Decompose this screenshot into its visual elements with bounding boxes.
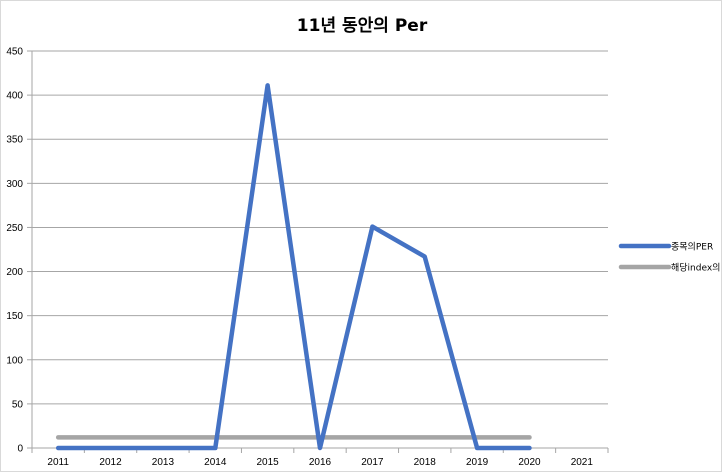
x-tick-label-2012: 2012 (99, 457, 122, 468)
chart-title: 11년 동안의 Per (297, 16, 428, 36)
x-tick-label-2013: 2013 (152, 457, 175, 468)
series-lines (55, 83, 532, 451)
y-tick-label-450: 450 (6, 47, 23, 58)
x-tick-label-2015: 2015 (257, 457, 280, 468)
y-tick-label-300: 300 (6, 179, 23, 190)
gridlines (32, 50, 608, 405)
x-tick-label-2020: 2020 (518, 457, 541, 468)
y-tick-label-0: 0 (17, 444, 23, 455)
y-tick-label-350: 350 (6, 135, 23, 146)
legend-label-1: 종목의PER (671, 242, 713, 253)
x-tick-label-2016: 2016 (309, 457, 332, 468)
x-tick-label-2017: 2017 (361, 457, 384, 468)
y-tick-label-50: 50 (12, 399, 24, 410)
x-tick-label-2014: 2014 (204, 457, 227, 468)
axes (27, 50, 609, 453)
y-tick-label-100: 100 (6, 355, 23, 366)
y-tick-label-250: 250 (6, 223, 23, 234)
legend-label-2: 해당index의 PER (671, 263, 722, 274)
y-axis-tick-labels: 0 50 100 150 200 250 300 350 400 450 (6, 47, 23, 455)
y-tick-label-200: 200 (6, 267, 23, 278)
x-axis-tick-labels: 2011 2012 2013 2014 2015 2016 2017 2018 2019 2020… (47, 457, 593, 468)
x-tick-label-2021: 2021 (571, 457, 594, 468)
x-tick-label-2019: 2019 (466, 457, 489, 468)
x-tick-label-2018: 2018 (414, 457, 437, 468)
y-tick-label-150: 150 (6, 311, 23, 322)
x-tick-label-2011: 2011 (47, 457, 69, 468)
legend: 종목의PER 해당index의 PER (618, 242, 722, 274)
y-tick-label-400: 400 (6, 91, 23, 102)
series-line-1 (55, 83, 532, 451)
